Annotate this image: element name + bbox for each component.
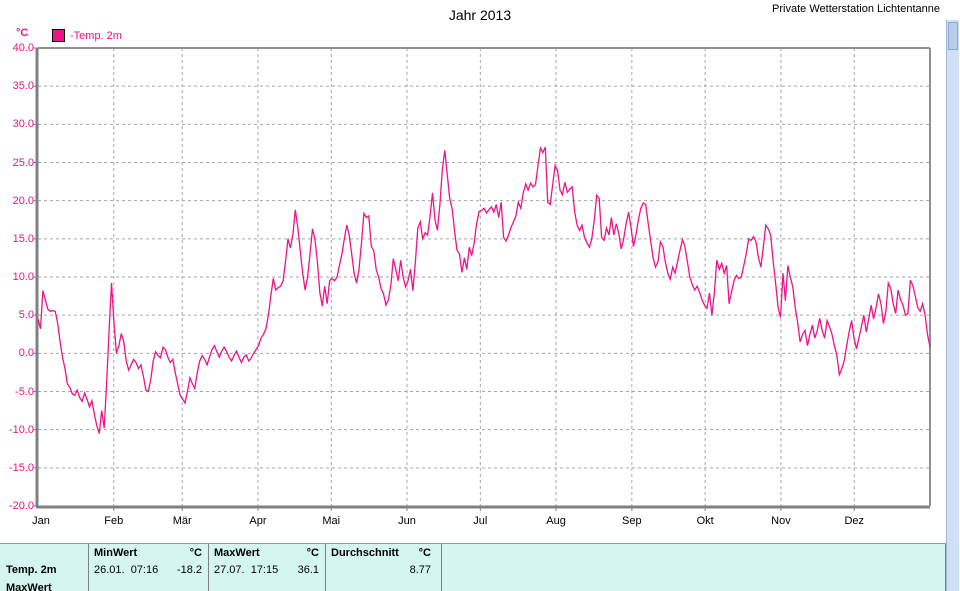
temperature-line (37, 145, 931, 434)
maxwert-unit: °C (306, 547, 319, 559)
summary-table: Temp. 2m MaxWert MinWert °C 26.01. 07:16… (0, 543, 947, 591)
station-name-label: Private Wetterstation Lichtentanne (772, 3, 940, 15)
table-row2-label: MaxWert (6, 582, 52, 591)
table-divider (208, 544, 209, 591)
legend-swatch-icon (52, 29, 65, 42)
table-divider (441, 544, 442, 591)
minwert-header: MinWert (94, 547, 138, 559)
y-axis-unit-label: °C (16, 27, 29, 39)
page-title: Jahr 2013 (448, 7, 512, 23)
durchschnitt-unit: °C (418, 547, 431, 559)
legend-series-label: -Temp. 2m (70, 29, 122, 42)
table-divider (88, 544, 89, 591)
maxwert-value: 36.1 (297, 564, 319, 576)
table-row-label: Temp. 2m (6, 564, 57, 576)
minwert-datetime: 26.01. 07:16 (94, 564, 159, 576)
durchschnitt-header: Durchschnitt (331, 547, 399, 559)
maxwert-datetime: 27.07. 17:15 (214, 564, 279, 576)
scrollbar-thumb[interactable] (948, 22, 958, 50)
minwert-value: -18.2 (176, 564, 202, 576)
legend: -Temp. 2m (52, 29, 122, 42)
minwert-unit: °C (189, 547, 202, 559)
maxwert-header: MaxWert (214, 547, 260, 559)
vertical-scrollbar[interactable] (946, 20, 959, 591)
table-divider (325, 544, 326, 591)
durchschnitt-value: 8.77 (409, 564, 431, 576)
